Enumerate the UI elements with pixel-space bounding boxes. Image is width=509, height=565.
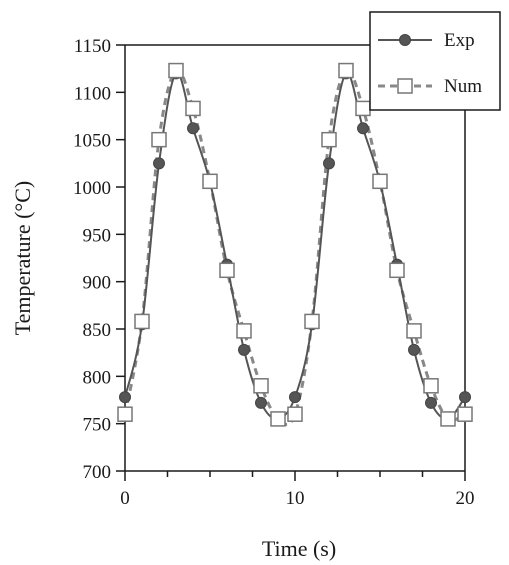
y-tick-label: 1000 [73,178,111,199]
legend-exp-label: Exp [444,30,475,51]
num-data-point [219,262,235,279]
num-data-point [202,173,218,190]
exp-data-point [153,157,165,170]
num-data-point [355,100,371,117]
y-tick-label: 900 [83,273,112,294]
y-tick-label: 850 [83,320,112,341]
num-data-point [270,411,286,427]
exp-data-point [408,343,420,356]
exp-data-point [238,343,250,356]
num-data-point [321,131,337,148]
exp-data-point [459,391,471,404]
exp-series-line [124,72,466,420]
num-data-point [440,411,456,427]
legend-num-label: Num [444,76,482,97]
y-tick-label: 750 [83,415,112,436]
y-tick-label: 950 [83,225,112,246]
exp-data-point [255,396,267,409]
y-tick-label: 700 [83,462,112,483]
y-tick-label: 1100 [74,83,111,104]
num-data-point [338,62,354,79]
legend-box [369,11,501,111]
num-data-point [406,323,422,339]
num-data-point [457,406,473,422]
num-data-point [304,313,320,330]
num-data-point [168,62,184,79]
exp-data-point [357,122,369,135]
y-tick-label: 1050 [73,131,111,152]
exp-data-point [425,396,437,409]
series-markers [117,62,473,427]
exp-data-point [289,391,301,404]
legend-num-marker [397,78,413,94]
exp-data-point [187,122,199,135]
x-tick-label: 20 [456,488,475,509]
y-tick-label: 800 [83,367,112,388]
x-tick-label: 0 [120,488,130,509]
num-data-point [151,131,167,148]
y-axis-title: Temperature (°C) [10,181,35,335]
num-data-point [185,100,201,117]
legend: Exp Num [369,11,501,111]
x-axis-ticks: 0 10 20 [120,471,475,509]
exp-data-point [323,157,335,170]
num-data-point [117,406,133,422]
num-data-point [423,378,439,394]
series-lines [123,68,466,426]
num-data-point [134,313,150,330]
y-tick-label: 1150 [74,36,111,57]
x-axis-title: Time (s) [262,536,336,561]
y-axis-ticks: 700 750 800 850 900 950 1000 1050 1100 1150 [73,36,125,483]
x-tick-label: 10 [286,488,305,509]
num-data-point [253,378,269,394]
num-data-point [287,406,303,422]
num-data-point [372,173,388,190]
num-data-point [236,323,252,339]
num-data-point [389,262,405,279]
num-series-line [123,68,466,426]
exp-data-point [119,391,131,404]
legend-exp-marker [399,34,411,46]
